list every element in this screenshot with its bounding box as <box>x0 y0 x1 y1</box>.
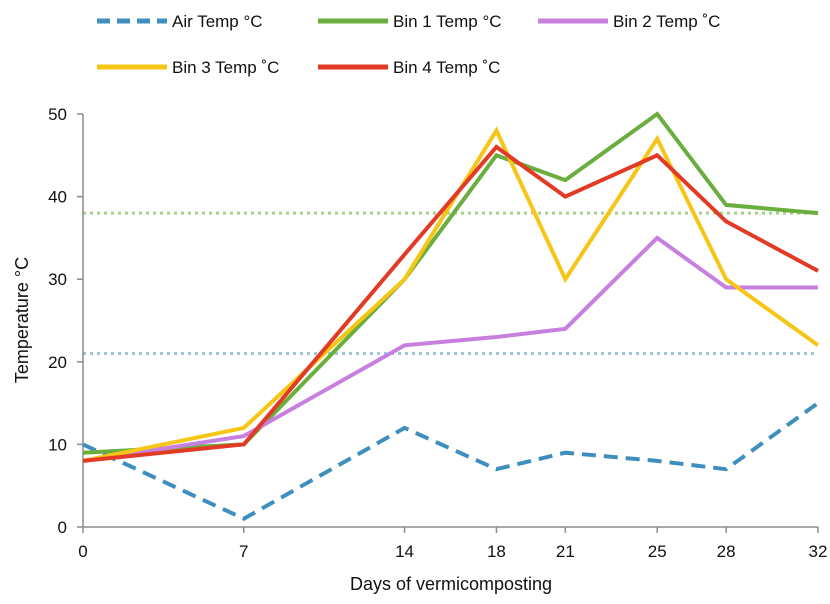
y-tick-label: 50 <box>48 105 67 124</box>
series-line-2 <box>82 235 818 463</box>
legend-label-0: Air Temp °C <box>172 12 263 31</box>
series-lines <box>82 111 820 521</box>
x-tick-label: 14 <box>395 542 414 561</box>
series-line-1 <box>82 111 819 455</box>
y-tick-label: 20 <box>48 353 67 372</box>
series-line-0 <box>82 401 820 521</box>
legend-label-3: Bin 3 Temp ˚C <box>172 58 279 77</box>
y-tick-label: 40 <box>48 188 67 207</box>
x-tick-label: 7 <box>239 542 248 561</box>
y-tick-label: 30 <box>48 270 67 289</box>
x-tick-label: 18 <box>487 542 506 561</box>
x-axis-title: Days of vermicomposting <box>350 574 552 594</box>
y-tick-label: 10 <box>48 435 67 454</box>
reference-lines <box>83 211 818 356</box>
legend-label-4: Bin 4 Temp ˚C <box>393 58 500 77</box>
axes <box>77 113 819 533</box>
legend-label-2: Bin 2 Temp ˚C <box>613 12 720 31</box>
x-tick-label: 21 <box>556 542 575 561</box>
y-tick-label: 0 <box>58 518 67 537</box>
x-tick-label: 32 <box>809 542 828 561</box>
tick-labels: 0 10 20 30 40 50 0 7 14 18 21 25 28 32 <box>48 105 827 561</box>
legend-label-1: Bin 1 Temp °C <box>393 12 502 31</box>
y-axis-title: Temperature °C <box>12 257 32 383</box>
series-line-4 <box>82 144 819 463</box>
x-tick-label: 28 <box>717 542 736 561</box>
x-tick-label: 25 <box>648 542 667 561</box>
legend: Air Temp °C Bin 1 Temp °C Bin 2 Temp ˚C Bin… <box>97 12 720 77</box>
series-line-3 <box>82 126 820 463</box>
x-tick-label: 0 <box>78 542 87 561</box>
